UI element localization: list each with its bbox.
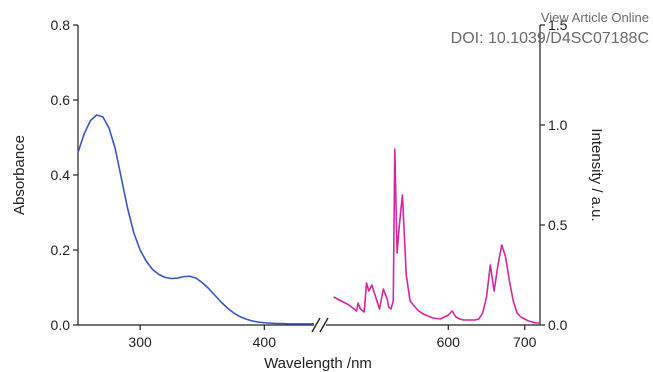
axes-frame bbox=[77, 25, 541, 333]
y-right-tick-label: 1.0 bbox=[548, 117, 568, 133]
x-tick-label: 300 bbox=[128, 334, 152, 350]
axis-break-mark-2 bbox=[319, 317, 329, 333]
x-tick-label: 600 bbox=[437, 334, 461, 350]
absorbance-series-line bbox=[77, 114, 314, 325]
x-tick-label: 400 bbox=[253, 334, 277, 350]
view-article-link[interactable]: View Article Online bbox=[540, 10, 649, 25]
x-axis-title: Wavelength /nm bbox=[264, 355, 372, 372]
y-left-tick-label: 0.8 bbox=[51, 17, 71, 33]
y-right-tick-label: 0.0 bbox=[548, 317, 568, 333]
axis-break-mark-1 bbox=[311, 317, 321, 333]
y-left-tick-label: 0.6 bbox=[51, 92, 71, 108]
y-left-tick-label: 0.0 bbox=[51, 317, 71, 333]
y-axis-left-title: Absorbance bbox=[11, 135, 28, 215]
series-layer bbox=[77, 114, 540, 325]
y-left-tick-label: 0.4 bbox=[51, 167, 71, 183]
y-right-tick-label: 0.5 bbox=[548, 217, 568, 233]
y-left-tick-label: 0.2 bbox=[51, 242, 71, 258]
y-axis-right-title: Intensity / a.u. bbox=[588, 128, 605, 221]
x-tick-label: 700 bbox=[513, 334, 537, 350]
emission-series-line bbox=[333, 148, 540, 324]
ticks-layer: 0.0 0.2 0.4 0.6 0.8 0.0 0.5 1.0 1.5 300 400 600 700 bbox=[51, 17, 568, 350]
y-right-tick-label: 1.5 bbox=[548, 17, 568, 33]
doi-text: DOI: 10.1039/D4SC07188C bbox=[450, 30, 649, 47]
